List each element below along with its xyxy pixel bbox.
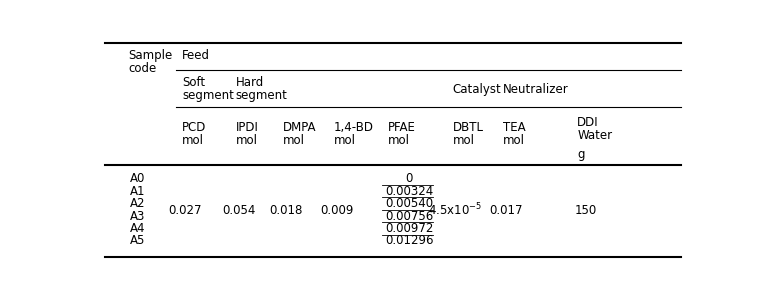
Text: code: code xyxy=(129,62,156,74)
Text: A3: A3 xyxy=(130,210,145,223)
Text: 0.01296: 0.01296 xyxy=(385,234,433,247)
Text: mol: mol xyxy=(334,134,356,147)
Text: g: g xyxy=(578,148,585,161)
Text: Soft: Soft xyxy=(182,76,206,89)
Text: 0.00756: 0.00756 xyxy=(385,210,433,223)
Text: DBTL: DBTL xyxy=(453,121,483,134)
Text: segment: segment xyxy=(182,89,234,102)
Text: 0.017: 0.017 xyxy=(489,204,523,217)
Text: PFAE: PFAE xyxy=(388,121,416,134)
Text: DDI: DDI xyxy=(578,116,599,129)
Text: mol: mol xyxy=(235,134,258,147)
Text: 0.018: 0.018 xyxy=(269,204,303,217)
Text: 4.5x10$^{-5}$: 4.5x10$^{-5}$ xyxy=(429,202,482,219)
Text: Hard: Hard xyxy=(235,76,264,89)
Text: mol: mol xyxy=(283,134,305,147)
Text: 1,4-BD: 1,4-BD xyxy=(334,121,374,134)
Text: IPDI: IPDI xyxy=(235,121,258,134)
Text: 150: 150 xyxy=(575,204,597,217)
Text: TEA: TEA xyxy=(503,121,525,134)
Text: 0: 0 xyxy=(406,173,413,185)
Text: 0.054: 0.054 xyxy=(222,204,255,217)
Text: 0.00972: 0.00972 xyxy=(385,222,433,235)
Text: mol: mol xyxy=(453,134,475,147)
Text: Neutralizer: Neutralizer xyxy=(503,83,569,95)
Text: Sample: Sample xyxy=(129,49,173,62)
Text: PCD: PCD xyxy=(182,121,206,134)
Text: 0.009: 0.009 xyxy=(320,204,354,217)
Text: 0.00540: 0.00540 xyxy=(385,197,433,210)
Text: mol: mol xyxy=(503,134,525,147)
Text: 0.00324: 0.00324 xyxy=(385,185,433,198)
Text: segment: segment xyxy=(235,89,288,102)
Text: Feed: Feed xyxy=(182,49,210,62)
Text: Water: Water xyxy=(578,128,613,142)
Text: Catalyst: Catalyst xyxy=(453,83,502,95)
Text: A2: A2 xyxy=(130,197,145,210)
Text: A5: A5 xyxy=(130,234,145,247)
Text: mol: mol xyxy=(182,134,204,147)
Text: A1: A1 xyxy=(130,185,145,198)
Text: A4: A4 xyxy=(130,222,145,235)
Text: mol: mol xyxy=(388,134,410,147)
Text: DMPA: DMPA xyxy=(283,121,317,134)
Text: 0.027: 0.027 xyxy=(168,204,202,217)
Text: A0: A0 xyxy=(130,173,145,185)
